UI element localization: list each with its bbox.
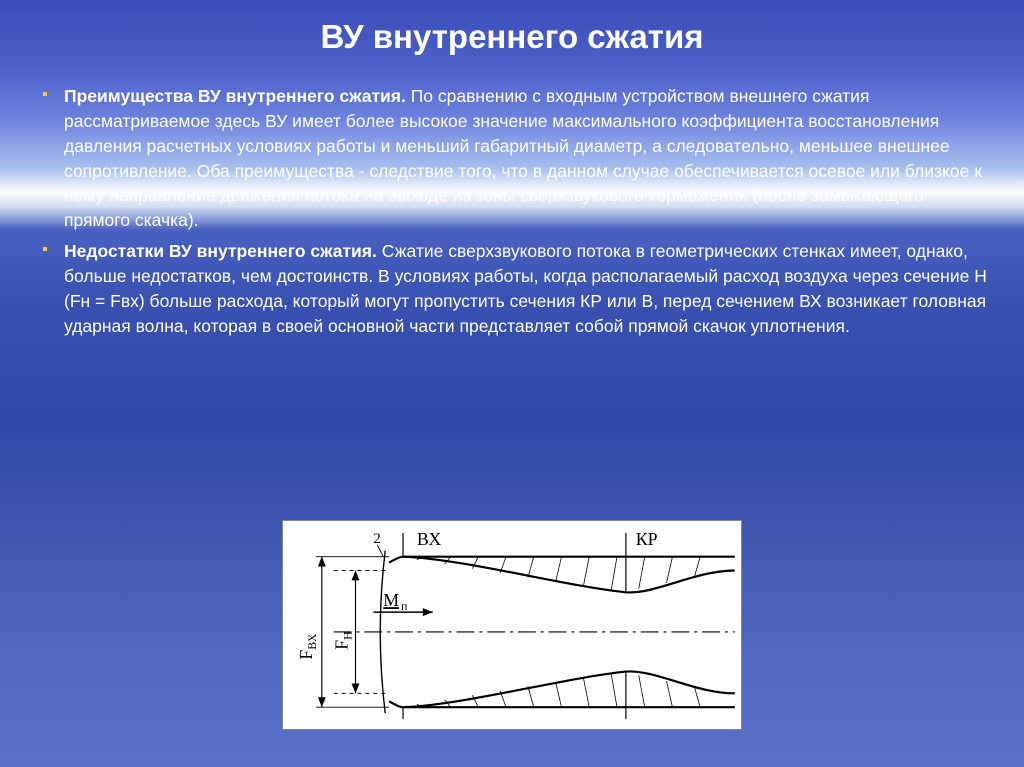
svg-text:КР: КР [636, 529, 658, 549]
svg-text:F: F [296, 650, 316, 660]
svg-text:2: 2 [373, 531, 380, 547]
slide-title: ВУ внутреннего сжатия [36, 18, 988, 56]
inlet-diagram: FВХFНMпВХКР2 [282, 520, 742, 730]
svg-text:Н: Н [341, 631, 355, 640]
svg-text:ВХ: ВХ [305, 633, 319, 650]
bullet-text: По сравнению с входным устройством внешн… [64, 86, 982, 230]
svg-text:M: M [383, 590, 399, 610]
bullet-lead: Преимущества ВУ внутреннего сжатия. [64, 86, 406, 106]
slide-body: Преимущества ВУ внутреннего сжатия. По с… [36, 84, 988, 338]
svg-text:ВХ: ВХ [417, 529, 441, 549]
svg-text:F: F [332, 640, 352, 650]
bullet-lead: Недостатки ВУ внутреннего сжатия. [64, 241, 377, 261]
svg-text:п: п [401, 599, 408, 613]
bullet-advantages: Преимущества ВУ внутреннего сжатия. По с… [64, 84, 988, 233]
bullet-drawbacks: Недостатки ВУ внутреннего сжатия. Сжатие… [64, 239, 988, 338]
